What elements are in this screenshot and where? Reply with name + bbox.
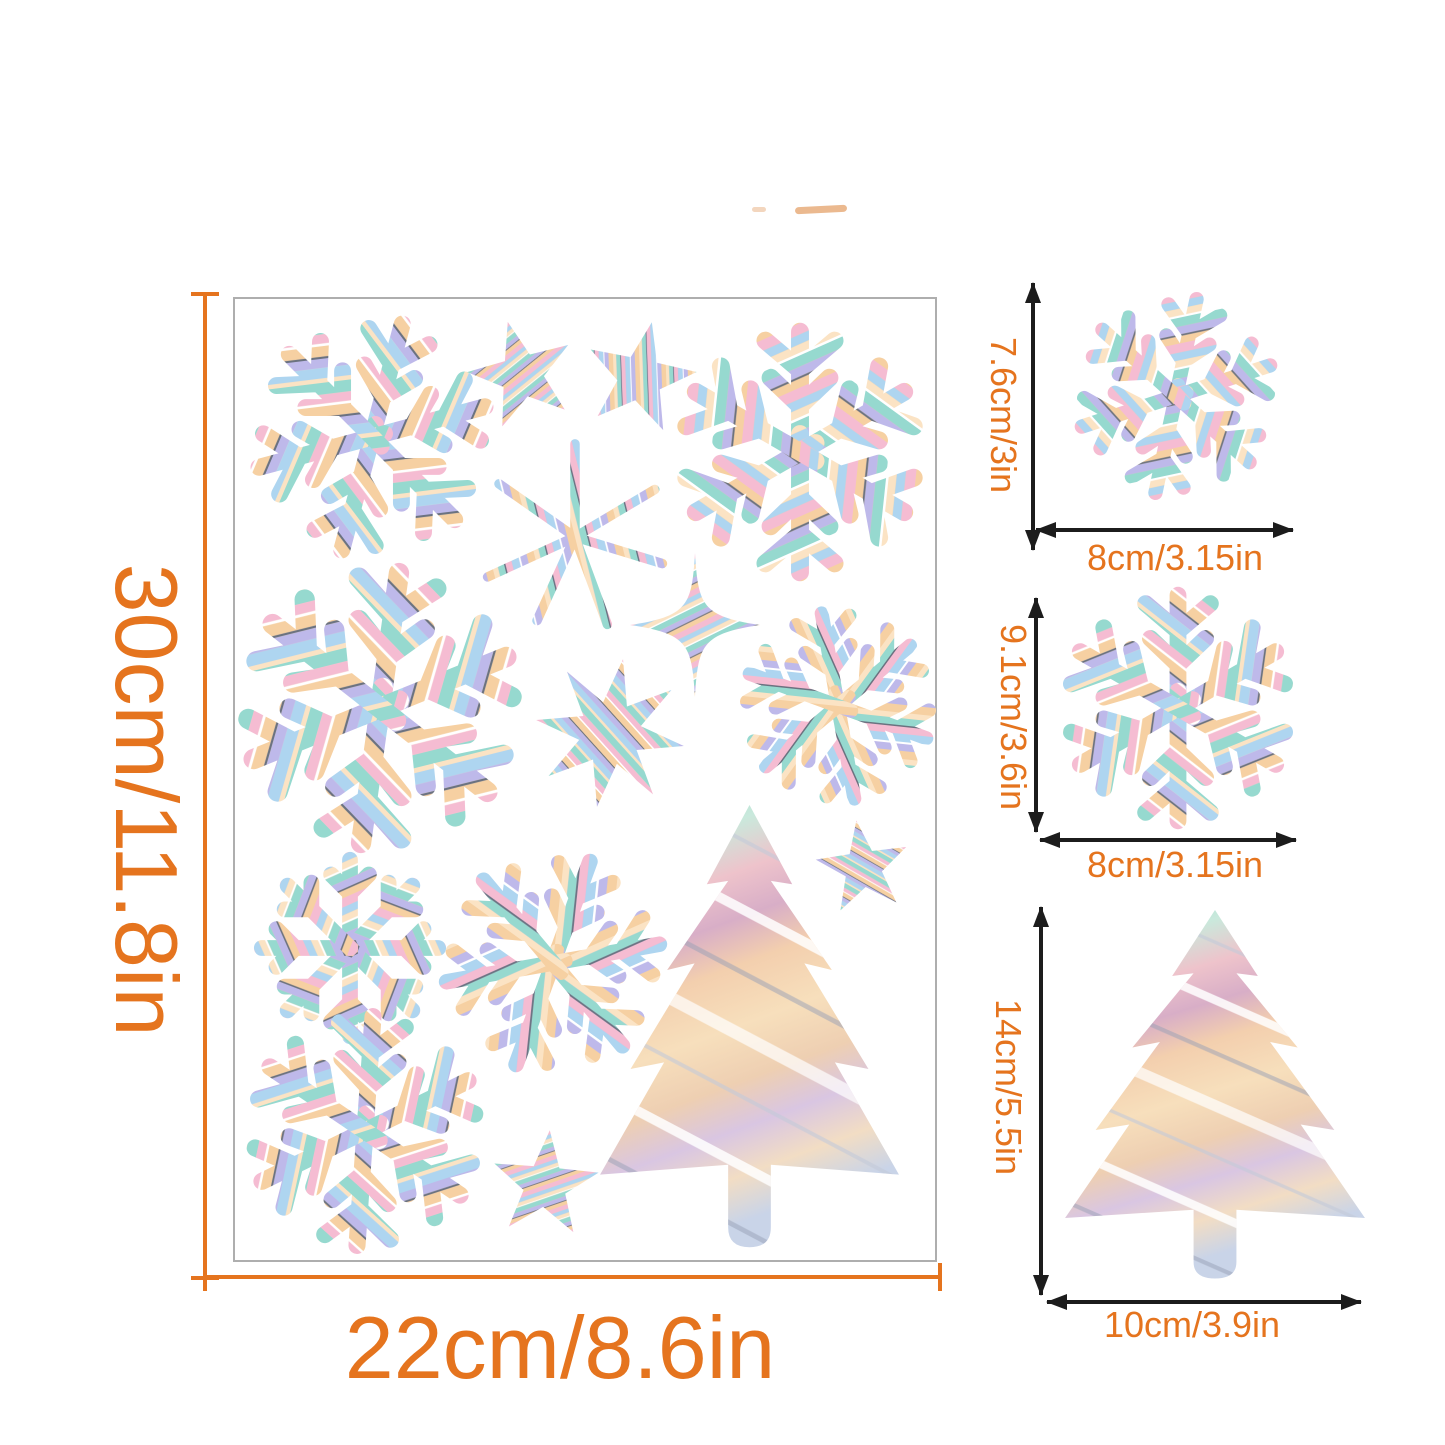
snowflake-large-mid-left [225,554,535,862]
tree-height-arrow [1033,906,1048,1296]
print-artifact [752,207,766,212]
tree-width-arrow [1046,1294,1362,1309]
snowflake-large-top-left [229,294,515,581]
star-above-tree [811,814,914,913]
sheet-width-label: 22cm/8.6in [344,1298,776,1397]
snowflake-large-top-right [679,332,922,573]
sheet-width-line [203,1263,942,1291]
small-snowflake-width-label: 8cm/3.15in [1086,537,1264,578]
small-snowflake-height-arrow [1025,282,1040,551]
sheet-height-label: 30cm/11.8in [97,563,196,1037]
tree-height-label: 14cm/5.5in [988,998,1029,1176]
callout-snowflake-small [1059,279,1294,514]
sparkle-star [630,553,760,697]
tree-width-label: 10cm/3.9in [1103,1304,1281,1345]
snowflake-compact-left [262,860,438,1036]
star-bottom-middle [489,1125,602,1234]
callout-christmas-tree [1065,910,1365,1279]
sheet-height-line [191,292,219,1280]
medium-snowflake-height-arrow [1028,597,1043,833]
snowflake-mid-right [728,597,948,815]
star-top-2 [577,310,705,435]
eight-point-star [523,646,697,820]
small-snowflake-height-label: 7.6cm/3in [983,336,1024,494]
medium-snowflake-height-label: 9.1cm/3.6in [993,623,1034,811]
small-snowflake-width-arrow [1035,522,1294,537]
medium-snowflake-width-arrow [1039,832,1297,847]
snowflake-bottom-left [241,1009,488,1254]
asterisk-snowflake [488,444,663,625]
callout-snowflake-medium [1064,595,1292,821]
medium-snowflake-width-label: 8cm/3.15in [1086,844,1264,885]
